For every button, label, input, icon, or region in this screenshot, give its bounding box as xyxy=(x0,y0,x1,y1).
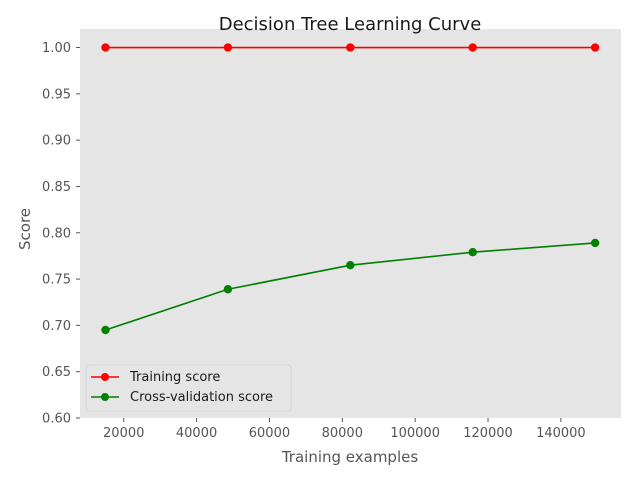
x-tick-label: 60000 xyxy=(249,426,290,441)
data-point-training xyxy=(590,43,600,52)
x-tick-label: 40000 xyxy=(176,426,217,441)
data-point-cross-validation xyxy=(223,285,233,294)
data-point-cross-validation xyxy=(468,248,477,257)
y-tick-label: 0.95 xyxy=(42,87,71,102)
data-point-training xyxy=(468,43,477,52)
axis-ticks: 20000 40000 60000 80000 100000 120000 140000 0.… xyxy=(42,41,586,441)
y-tick-label: 0.85 xyxy=(42,180,71,195)
legend-label-cv: Cross-validation score xyxy=(130,390,273,405)
series-layer xyxy=(101,43,600,335)
legend-label-training: Training score xyxy=(129,370,220,385)
x-tick-label: 140000 xyxy=(536,426,586,441)
x-tick-label: 120000 xyxy=(463,426,513,441)
plot-area xyxy=(80,29,621,418)
legend-marker-cv xyxy=(101,393,109,401)
y-tick-label: 0.80 xyxy=(42,226,71,241)
legend: Training score Cross-validation score xyxy=(85,364,292,412)
y-tick-label: 0.75 xyxy=(42,273,71,288)
y-tick-label: 0.70 xyxy=(42,319,71,334)
x-tick-label: 100000 xyxy=(390,426,440,441)
data-point-cross-validation xyxy=(590,238,600,248)
x-tick-label: 80000 xyxy=(322,426,363,441)
data-point-training xyxy=(346,43,355,52)
chart-title: Decision Tree Learning Curve xyxy=(219,14,482,35)
data-point-training xyxy=(101,43,110,52)
y-tick-label: 0.60 xyxy=(42,412,71,427)
y-axis-label: Score xyxy=(16,208,34,250)
y-tick-label: 1.00 xyxy=(42,41,71,56)
data-point-cross-validation xyxy=(101,325,110,335)
y-tick-label: 0.90 xyxy=(42,134,71,149)
y-tick-label: 0.65 xyxy=(42,365,71,380)
data-point-training xyxy=(223,43,233,52)
data-point-cross-validation xyxy=(346,260,355,270)
x-tick-label: 20000 xyxy=(103,426,144,441)
x-axis-label: Training examples xyxy=(281,448,419,466)
legend-box xyxy=(85,364,292,412)
legend-marker-training xyxy=(101,373,109,381)
